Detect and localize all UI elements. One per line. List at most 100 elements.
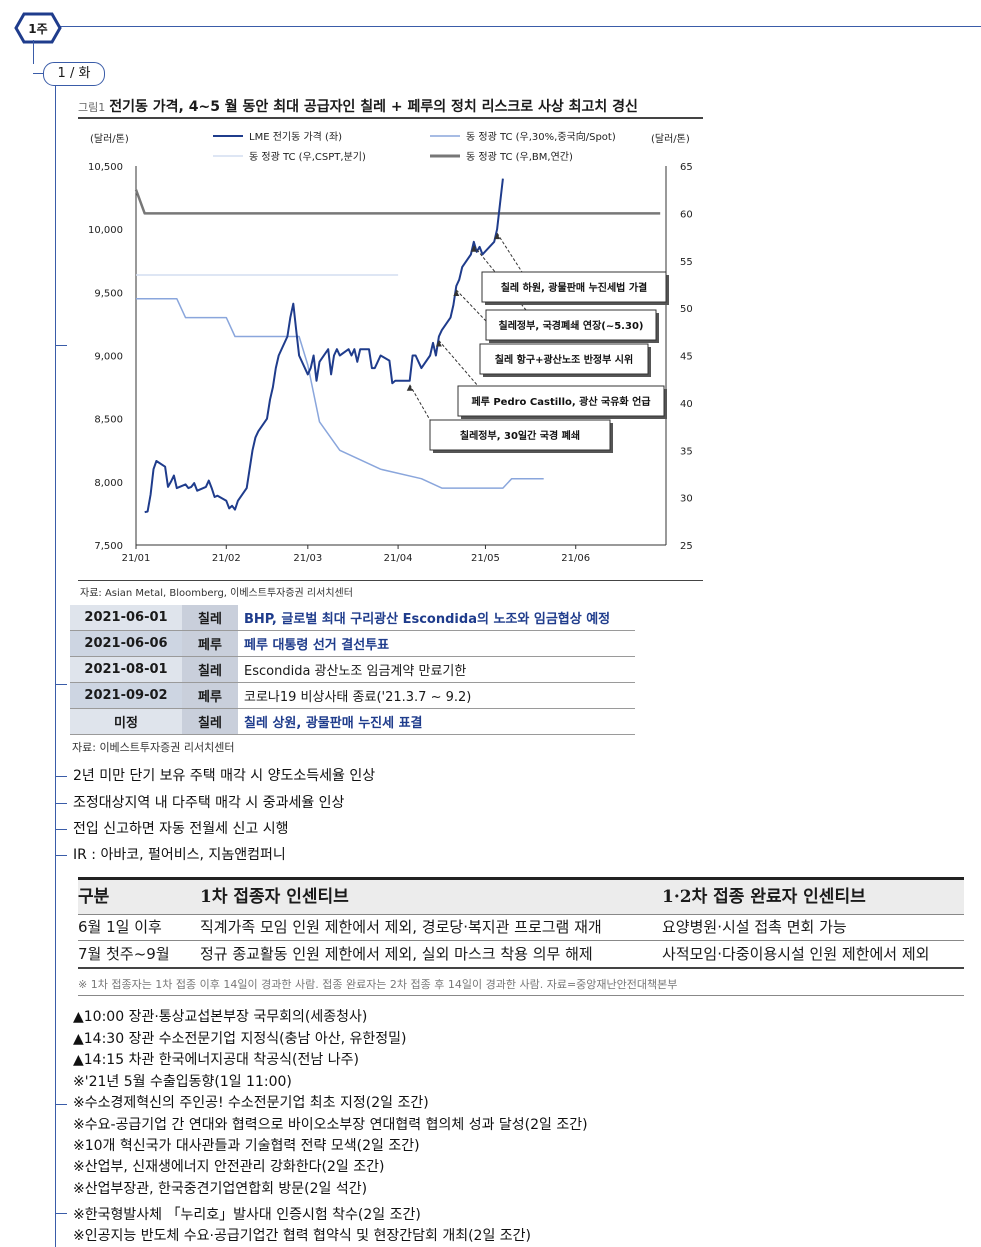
figure-caption-prefix: 그림1 [78,101,106,114]
x-tick-label: 21/01 [122,553,151,564]
outline-tick [55,1104,67,1105]
figure-title: 그림1 전기동 가격, 4~5 월 동안 최대 공급자인 칠레 + 페루의 정치 … [78,96,638,116]
y-left-tick-label: 9,000 [94,352,123,363]
y-left-tick-label: 7,500 [94,541,123,552]
list-item: ▲14:15 차관 한국에너지공대 착공식(전남 나주) [73,1052,359,1068]
list-item: ▲14:30 장관 수소전문기업 지정식(충남 아산, 유한정밀) [73,1031,407,1047]
y-left-tick-label: 8,500 [94,415,123,426]
copper-price-chart: (달러/톤) (달러/톤) LME 전기동 가격 (좌) 동 정광 TC (우,3… [88,130,693,564]
event-table: 2021-06-01 칠레 BHP, 글로벌 최대 구리광산 Escondida의 … [70,605,635,735]
series-line-1 [136,297,544,489]
list-item: 조정대상지역 내 다주택 매각 시 중과세율 인상 [73,795,345,811]
list-item: ※산업부, 신재생에너지 안전관리 강화한다(2일 조간) [73,1159,385,1175]
y-right-tick-label: 60 [680,209,693,220]
y-left-tick-label: 10,500 [88,162,123,173]
annotation: 칠레 항구+광산노조 반정부 시위 [453,289,651,377]
event-date: 2021-08-01 [70,656,182,683]
annotation-label: 칠레 하원, 광물판매 누진세법 가결 [501,281,648,294]
annotation: 칠레 하원, 광물판매 누진세법 가결 [481,232,669,305]
list-item: ※수요-공급기업 간 연대와 협력으로 바이오소부장 연대협력 협의체 성과 달… [73,1117,588,1133]
chart-series [134,178,661,514]
table-row: 2021-06-01 칠레 BHP, 글로벌 최대 구리광산 Escondida의 … [70,605,635,631]
event-text: 칠레 상원, 광물판매 누진세 표결 [238,708,635,735]
row-period: 6월 1일 이후 [78,918,162,936]
figure-title-text: 전기동 가격, 4~5 월 동안 최대 공급자인 칠레 + 페루의 정치 리스크… [109,99,638,115]
list-item: ※'21년 5월 수출입동향(1일 11:00) [73,1074,292,1090]
legend-label: 동 정광 TC (우,30%,중국向/Spot) [466,130,616,143]
chart-annotations: 칠레정부, 30일간 국경 폐쇄 페루 Pedro Castillo, 광산 국유… [406,232,669,453]
y-left-ticks: 10,500 10,000 9,500 9,000 8,500 8,000 7,500 [88,162,123,552]
outline-tick [55,1213,67,1214]
list-item: ※10개 혁신국가 대사관들과 기술협력 전략 모색(2일 조간) [73,1138,420,1154]
table-row: 6월 1일 이후 직계가족 모임 인원 제한에서 제외, 경로당·복지관 프로그… [78,914,964,941]
event-text: 코로나19 비상사태 종료('21.3.7 ~ 9.2) [238,682,635,709]
event-date: 2021-06-06 [70,630,182,657]
x-tick-label: 21/06 [561,553,590,564]
event-country: 페루 [182,682,238,709]
week-badge-label: 1주 [28,22,48,36]
event-text: BHP, 글로벌 최대 구리광산 Escondida의 노조와 임금협상 예정 [238,605,635,631]
list-item: IR : 아바코, 펄어비스, 지놈앤컴퍼니 [73,847,286,863]
x-tick-label: 21/05 [471,553,500,564]
y-left-tick-label: 10,000 [88,225,123,236]
y-left-tick-label: 8,000 [94,478,123,489]
figure-bottom-rule [78,580,703,581]
y-left-tick-label: 9,500 [94,288,123,299]
header-full-dose: 1·2차 접종 완료자 인센티브 [662,887,866,907]
y-right-ticks: 65 60 55 50 45 40 35 30 25 [680,162,693,552]
day-node[interactable]: 1 / 화 [43,62,105,86]
table-row: 2021-09-02 페루 코로나19 비상사태 종료('21.3.7 ~ 9.2) [70,682,635,709]
x-tick-label: 21/02 [212,553,241,564]
y-right-tick-label: 65 [680,162,693,173]
outline-connector [33,40,34,64]
annotation-label: 페루 Pedro Castillo, 광산 국유화 언급 [471,395,650,408]
list-item: 2년 미만 단기 보유 주택 매각 시 양도소득세율 인상 [73,768,376,784]
outline-branch-line [55,85,56,1247]
outline-top-line [60,26,981,27]
figure-top-rule [78,117,703,119]
y-right-tick-label: 50 [680,304,693,315]
y-right-tick-label: 45 [680,352,693,363]
incentive-table-note: ※ 1차 접종자는 1차 접종 이후 14일이 경과한 사람. 접종 완료자는 … [78,975,964,996]
annotation-label: 칠레정부, 국경폐쇄 연장(~5.30) [499,319,644,332]
outline-tick [55,829,67,830]
table-row: 2021-08-01 칠레 Escondida 광산노조 임금계약 만료기한 [70,656,635,683]
y-right-tick-label: 35 [680,446,693,457]
y-right-tick-label: 30 [680,494,693,505]
event-country: 칠레 [182,605,238,631]
x-tick-label: 21/04 [384,553,413,564]
y-left-label: (달러/톤) [90,133,129,145]
annotation: 칠레정부, 국경폐쇄 연장(~5.30) [470,245,659,343]
event-table-source: 자료: 이베스트투자증권 리서치센터 [72,741,235,754]
event-country: 칠레 [182,708,238,735]
list-item: ※인공지능 반도체 수요·공급기업간 협력 협약식 및 현장간담회 개최(2일 … [73,1228,532,1244]
list-item: 전입 신고하면 자동 전월세 신고 시행 [73,821,289,837]
table-row: 7월 첫주~9월 정규 종교활동 인원 제한에서 제외, 실외 마스크 착용 의… [78,941,964,969]
series-line-0 [144,178,504,514]
event-text: 페루 대통령 선거 결선투표 [238,630,635,657]
list-item: ※수소경제혁신의 주인공! 수소전문기업 최초 지정(2일 조간) [73,1095,429,1111]
week-badge[interactable]: 1주 [14,12,62,44]
list-item: ※산업부장관, 한국중견기업연합회 방문(2일 석간) [73,1181,368,1197]
outline-tick [55,855,67,856]
event-text: Escondida 광산노조 임금계약 만료기한 [238,656,635,683]
list-item: ▲10:00 장관·통상교섭본부장 국무회의(세종청사) [73,1009,368,1025]
hexagon-icon [14,12,62,44]
row-first-dose: 직계가족 모임 인원 제한에서 제외, 경로당·복지관 프로그램 재개 [200,918,602,936]
series-line-3 [134,189,661,215]
event-country: 페루 [182,630,238,657]
y-right-tick-label: 40 [680,399,693,410]
outline-connector [33,73,43,74]
outline-tick [55,684,67,685]
event-date: 2021-06-01 [70,605,182,631]
row-first-dose: 정규 종교활동 인원 제한에서 제외, 실외 마스크 착용 의무 해제 [200,945,593,963]
outline-tick [55,776,67,777]
y-right-tick-label: 25 [680,541,693,552]
event-country: 칠레 [182,656,238,683]
row-full-dose: 요양병원·시설 접촉 면회 가능 [662,918,847,936]
event-date: 2021-09-02 [70,682,182,709]
annotation: 페루 Pedro Castillo, 광산 국유화 언급 [435,340,667,419]
row-period: 7월 첫주~9월 [78,945,170,963]
y-right-tick-label: 55 [680,257,693,268]
x-ticks: 21/01 21/02 21/03 21/04 21/05 21/06 [122,545,590,564]
